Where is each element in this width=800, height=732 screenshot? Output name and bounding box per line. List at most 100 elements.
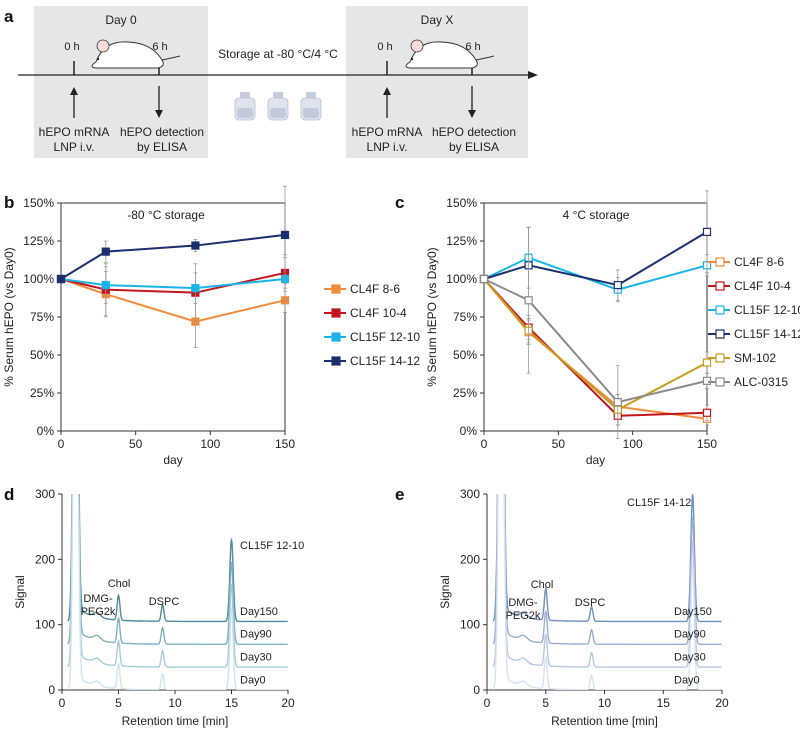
x-tick-label: 50 — [129, 437, 143, 451]
legend: CL4F 8-6 CL4F 10-4 CL15F 12-10 CL15F 14-12 S… — [708, 255, 800, 389]
detect-arrowhead-day0 — [155, 110, 163, 118]
y-tick-label: 100 — [35, 618, 55, 632]
x-tick-label: 150 — [275, 437, 295, 451]
legend: CL4F 8-6 CL4F 10-4 CL15F 12-10 CL15F 14-12 — [324, 282, 420, 368]
plot-frame — [60, 202, 286, 432]
trace-day30 — [492, 494, 722, 668]
x-tick-label: 15 — [657, 696, 671, 710]
chart-b-stability-minus80: -80 °C storage 0% 25% 50% 75% 100% 125% 150% 0 50… — [2, 185, 420, 467]
trace-label-day0: Day0 — [240, 674, 266, 686]
vial-icon — [267, 92, 289, 121]
y-tick-label: 125% — [446, 234, 477, 248]
legend-marker — [715, 353, 725, 363]
data-point — [524, 296, 533, 305]
dayx-title: Day X — [421, 13, 454, 27]
series-cl15f-14-12 — [56, 185, 290, 284]
x-tick-label: 5 — [115, 696, 122, 710]
data-point — [280, 230, 290, 240]
x-tick-label: 5 — [542, 696, 549, 710]
legend-label: CL4F 10-4 — [734, 279, 791, 293]
inject-arrowhead-day0 — [70, 87, 78, 95]
legend-label: CL4F 8-6 — [734, 255, 784, 269]
peak-label-dmg: DMG- — [508, 597, 538, 609]
legend-marker — [715, 329, 725, 339]
trace-day150 — [67, 494, 288, 623]
panel-label-a: a — [4, 7, 14, 26]
dayx-detect-line2: by ELISA — [449, 140, 499, 154]
panel-label-d: d — [4, 485, 14, 504]
peak-label-dspc: DSPC — [575, 597, 606, 609]
inject-arrowhead-dayx — [383, 87, 391, 95]
dayx-inject-line1: hEPO mRNA — [352, 125, 423, 139]
y-tick-label: 0% — [37, 424, 55, 438]
x-tick-label: 20 — [715, 696, 729, 710]
chart-e-chromatogram-cl15f-14-12: 0 100 200 300 0 5 10 15 20 Retention time [min] Si… — [438, 487, 729, 728]
data-point — [702, 227, 712, 236]
y-tick-label: 100% — [23, 272, 54, 286]
legend-marker — [715, 377, 725, 387]
data-point — [191, 241, 200, 250]
legend-marker — [331, 308, 341, 318]
series-line — [483, 278, 708, 417]
panel-label-b: b — [4, 193, 14, 212]
data-point — [702, 408, 712, 417]
legend-marker — [715, 305, 725, 315]
x-tick-label: 100 — [200, 437, 220, 451]
y-tick-label: 300 — [35, 487, 55, 501]
x-axis-label: day — [163, 453, 182, 467]
trace-label-day30: Day30 — [240, 652, 272, 664]
dayx-inject-line2: LNP i.v. — [367, 140, 408, 154]
traces — [492, 494, 722, 690]
series-line — [483, 278, 708, 411]
chart-title: -80 °C storage — [127, 208, 205, 222]
series-line — [60, 278, 286, 290]
x-tick-label: 0 — [484, 696, 491, 710]
vial-icon — [300, 92, 322, 121]
data-point — [191, 284, 200, 293]
day0-title: Day 0 — [105, 13, 137, 27]
y-tick-label: 125% — [23, 234, 54, 248]
peak-label-chol: Chol — [108, 578, 131, 590]
day0-time-0h: 0 h — [64, 41, 79, 53]
y-tick-label: 100 — [460, 618, 480, 632]
x-tick-label: 150 — [697, 437, 717, 451]
y-tick-label: 25% — [453, 386, 477, 400]
trace-label-day90: Day90 — [240, 629, 272, 641]
mouse-icon — [91, 39, 181, 69]
x-tick-label: 20 — [281, 696, 295, 710]
legend-label: CL15F 14-12 — [734, 327, 800, 341]
day0-panel-bg — [34, 6, 208, 158]
trace-label-day90: Day90 — [674, 629, 706, 641]
legend-label: CL15F 14-12 — [350, 354, 420, 368]
day0-detect-line2: by ELISA — [137, 140, 187, 154]
peak-label-dmg: DMG- — [83, 593, 113, 605]
trace-label-day150: Day150 — [240, 606, 278, 618]
series-sm-102 — [479, 274, 712, 426]
peak-label-main: CL15F 14-12 — [627, 497, 691, 509]
dayx-panel-bg — [346, 6, 528, 158]
y-tick-label: 0 — [473, 683, 480, 697]
series-line — [483, 256, 708, 291]
dayx-time-0h: 0 h — [377, 41, 392, 53]
y-tick-label: 150% — [446, 196, 477, 210]
traces — [67, 494, 288, 690]
day0-detect-line1: hEPO detection — [120, 125, 204, 139]
y-tick-label: 0 — [48, 683, 55, 697]
y-tick-label: 200 — [460, 552, 480, 566]
legend-marker — [715, 257, 725, 267]
legend-label: ALC-0315 — [734, 375, 788, 389]
data-point — [479, 274, 489, 284]
chart-c-stability-4c: 4 °C storage 0% 25% 50% 75% 100% 125% 150% 0 50 10… — [425, 190, 800, 467]
series-cl4f-10-4 — [479, 274, 712, 426]
y-axis-label: Signal — [13, 575, 27, 608]
detect-arrowhead-dayx — [468, 110, 476, 118]
legend-marker — [331, 284, 341, 294]
trace-day150 — [492, 494, 722, 623]
y-axis-label: % Serum hEPO (vs Day0) — [425, 247, 439, 386]
chart-d-chromatogram-cl15f-12-10: 0 100 200 300 0 5 10 15 20 Retention time [min] Si… — [13, 487, 304, 728]
peak-label-peg: PEG2k — [506, 610, 541, 622]
peak-label-peg: PEG2k — [81, 606, 116, 618]
legend-label: CL4F 8-6 — [350, 282, 400, 296]
y-tick-label: 300 — [460, 487, 480, 501]
